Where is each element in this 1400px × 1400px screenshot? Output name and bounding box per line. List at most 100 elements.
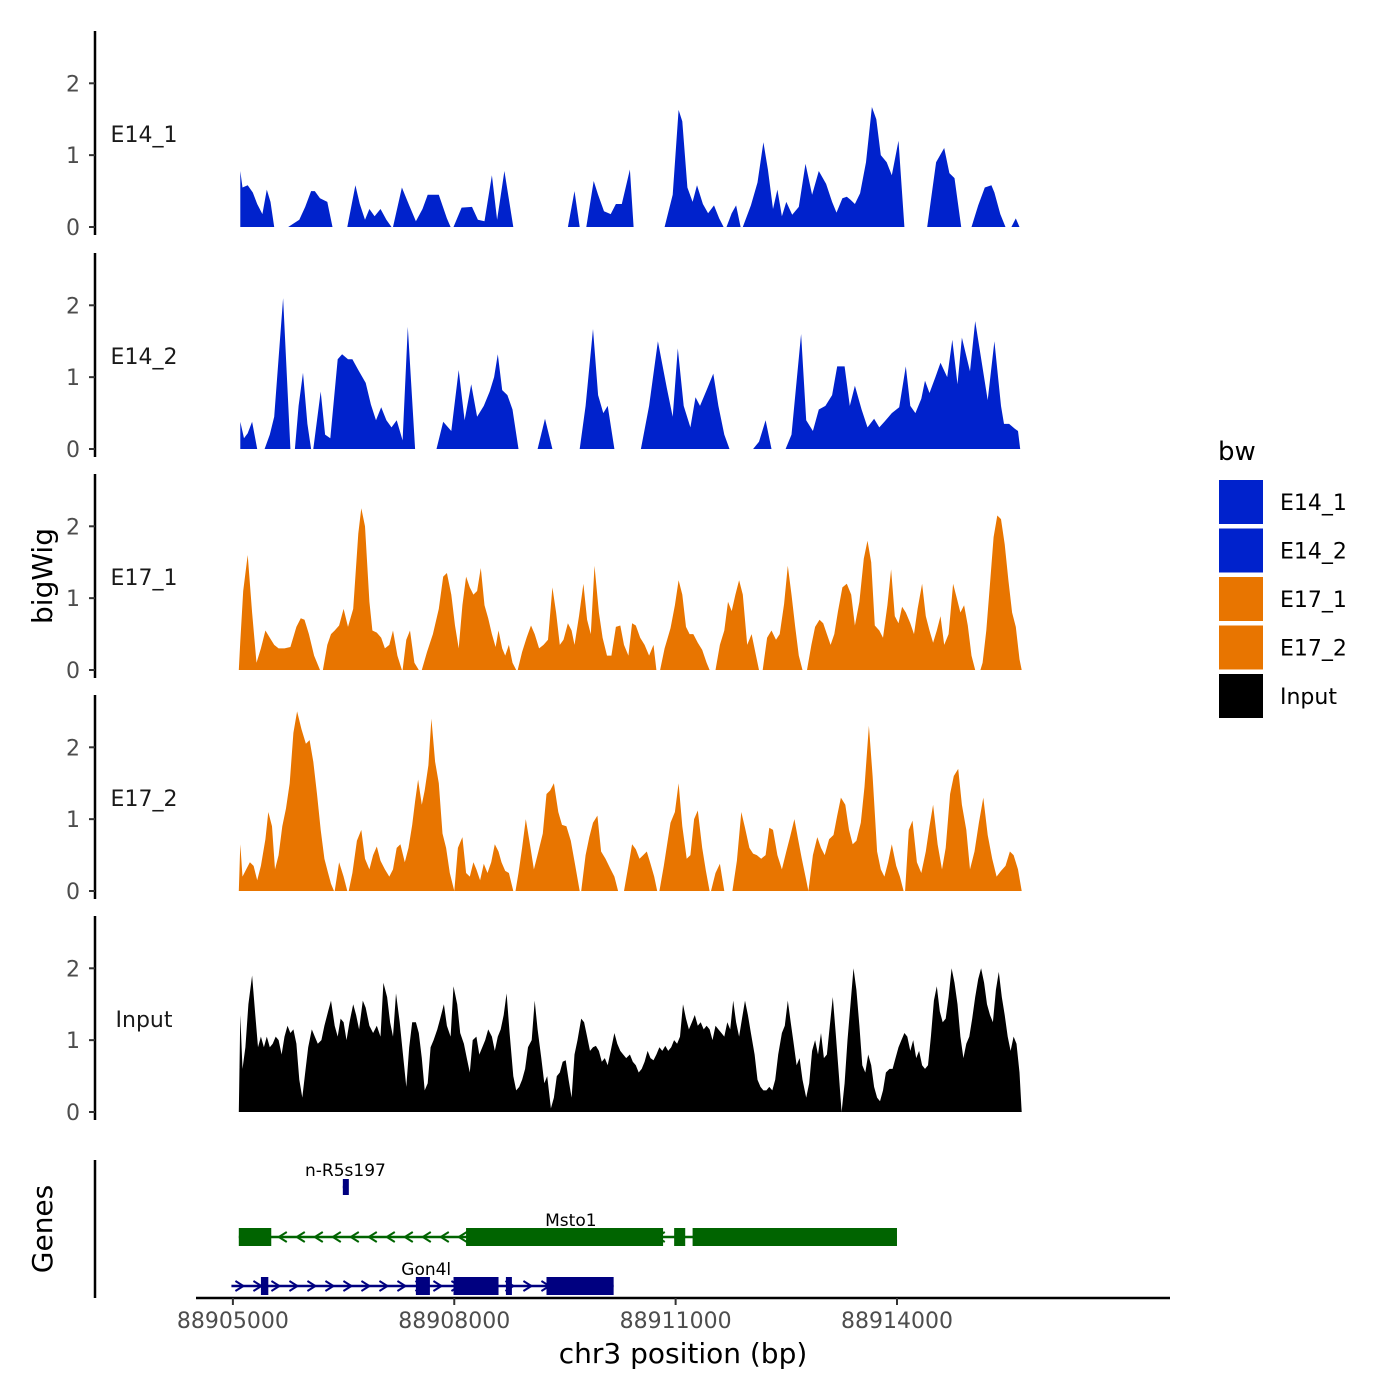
coverage-area [313, 326, 416, 449]
track-E17_1: 0 1 2 E17_1 [66, 474, 1022, 684]
coverage-area [240, 171, 275, 227]
coverage-area [971, 185, 1006, 227]
coverage-area [664, 109, 724, 227]
track-E14_2: 0 1 2 E14_2 [66, 253, 1021, 463]
y-axis-title-genes: Genes [26, 1185, 59, 1273]
coverage-area [537, 418, 553, 449]
coverage-area [322, 508, 402, 670]
coverage-area [980, 515, 1022, 670]
coverage-area [785, 321, 1021, 449]
gene-exon [466, 1228, 664, 1246]
coverage-area [421, 568, 517, 670]
strand-arrow [324, 1280, 336, 1292]
coverage-area [515, 783, 580, 891]
legend: bw E14_1 E14_2 E17_1 E17_2 Input [1218, 437, 1347, 718]
strand-arrow [306, 1280, 318, 1292]
coverage-area [238, 968, 1022, 1112]
track-label: E14_1 [111, 123, 178, 148]
coverage-area [660, 580, 710, 670]
track-label: E17_2 [111, 787, 178, 812]
gene-label: n-R5s197 [305, 1161, 386, 1181]
strand-arrow [438, 1231, 450, 1243]
track-label: Input [116, 1008, 173, 1033]
x-tick-label: 88908000 [398, 1309, 510, 1334]
gene-label: Msto1 [545, 1211, 596, 1231]
coverage-area [348, 718, 455, 891]
gene-exon [453, 1277, 499, 1295]
legend-swatch [1219, 528, 1263, 573]
coverage-area [762, 565, 803, 670]
y-tick-label: 0 [66, 1101, 80, 1126]
y-tick-label: 1 [66, 144, 80, 169]
coverage-area [393, 187, 451, 227]
y-tick-label: 2 [66, 957, 80, 982]
legend-item-E14_2: E14_2 [1219, 528, 1347, 573]
strand-arrow [384, 1231, 396, 1243]
y-tick-label: 1 [66, 587, 80, 612]
y-tick-label: 2 [66, 515, 80, 540]
strand-arrow [432, 1280, 444, 1292]
gene-Msto1: Msto1 [238, 1211, 897, 1246]
coverage-area [579, 329, 615, 449]
coverage-area [927, 148, 962, 227]
x-axis-title: chr3 position (bp) [559, 1337, 808, 1370]
strand-arrow [276, 1231, 288, 1243]
gene-exon [546, 1277, 614, 1295]
y-axis-title-bigwig: bigWig [26, 528, 59, 624]
strand-arrow [288, 1280, 300, 1292]
gene-exon [505, 1277, 512, 1295]
strand-arrow [402, 1231, 414, 1243]
coverage-area [454, 837, 514, 891]
coverage-area [347, 185, 392, 227]
coverage-area [715, 580, 759, 670]
track-label: E17_1 [111, 566, 178, 591]
strand-arrow [396, 1280, 408, 1292]
strand-arrow [234, 1280, 246, 1292]
gene-annotation-track: n-R5s197 Msto1 Gon4l [93, 1160, 897, 1298]
legend-swatch [1219, 674, 1263, 718]
legend-swatch [1219, 625, 1263, 670]
legend-swatch [1219, 577, 1263, 621]
y-tick-label: 1 [66, 1029, 80, 1054]
coverage-area [905, 768, 1022, 891]
gene-exon [238, 1228, 272, 1246]
coverage-area [402, 630, 419, 670]
gene-exon [415, 1277, 430, 1295]
strand-arrow [270, 1280, 282, 1292]
y-tick-label: 0 [66, 216, 80, 241]
coverage-area [453, 171, 514, 227]
gene-Gon4l: Gon4l [231, 1260, 614, 1295]
bigwig-tracks: 0 1 2 E14_1 0 1 2 E14_2 0 1 2 E17_1 0 1 2 E17_2 0 1 2 Input [66, 31, 1022, 1126]
x-tick-label: 88905000 [177, 1309, 289, 1334]
coverage-area [264, 298, 291, 449]
coverage-area [240, 421, 258, 449]
x-tick-label: 88911000 [620, 1309, 732, 1334]
track-E14_1: 0 1 2 E14_1 [66, 31, 1020, 241]
legend-item-E14_1: E14_1 [1219, 480, 1347, 524]
track-label: E14_2 [111, 345, 178, 370]
strand-arrow [378, 1280, 390, 1292]
coverage-area [238, 711, 334, 891]
track-Input: 0 1 2 Input [66, 916, 1022, 1126]
y-tick-label: 0 [66, 880, 80, 905]
legend-label: Input [1280, 685, 1337, 710]
coverage-area [517, 565, 657, 670]
x-tick-label: 88914000 [841, 1309, 953, 1334]
strand-arrow [522, 1280, 534, 1292]
strand-arrow [312, 1231, 324, 1243]
gene-label: Gon4l [401, 1260, 451, 1280]
strand-arrow [342, 1280, 354, 1292]
coverage-area [711, 863, 725, 891]
coverage-area [808, 725, 904, 891]
legend-swatch [1219, 480, 1263, 524]
gene-exon [342, 1179, 349, 1195]
legend-label: E17_2 [1280, 637, 1347, 662]
coverage-area [436, 354, 519, 449]
gene-exon [260, 1277, 269, 1295]
legend-label: E14_1 [1280, 491, 1347, 516]
coverage-area [581, 815, 619, 891]
y-tick-label: 0 [66, 438, 80, 463]
y-tick-label: 2 [66, 72, 80, 97]
legend-label: E14_2 [1280, 540, 1347, 565]
